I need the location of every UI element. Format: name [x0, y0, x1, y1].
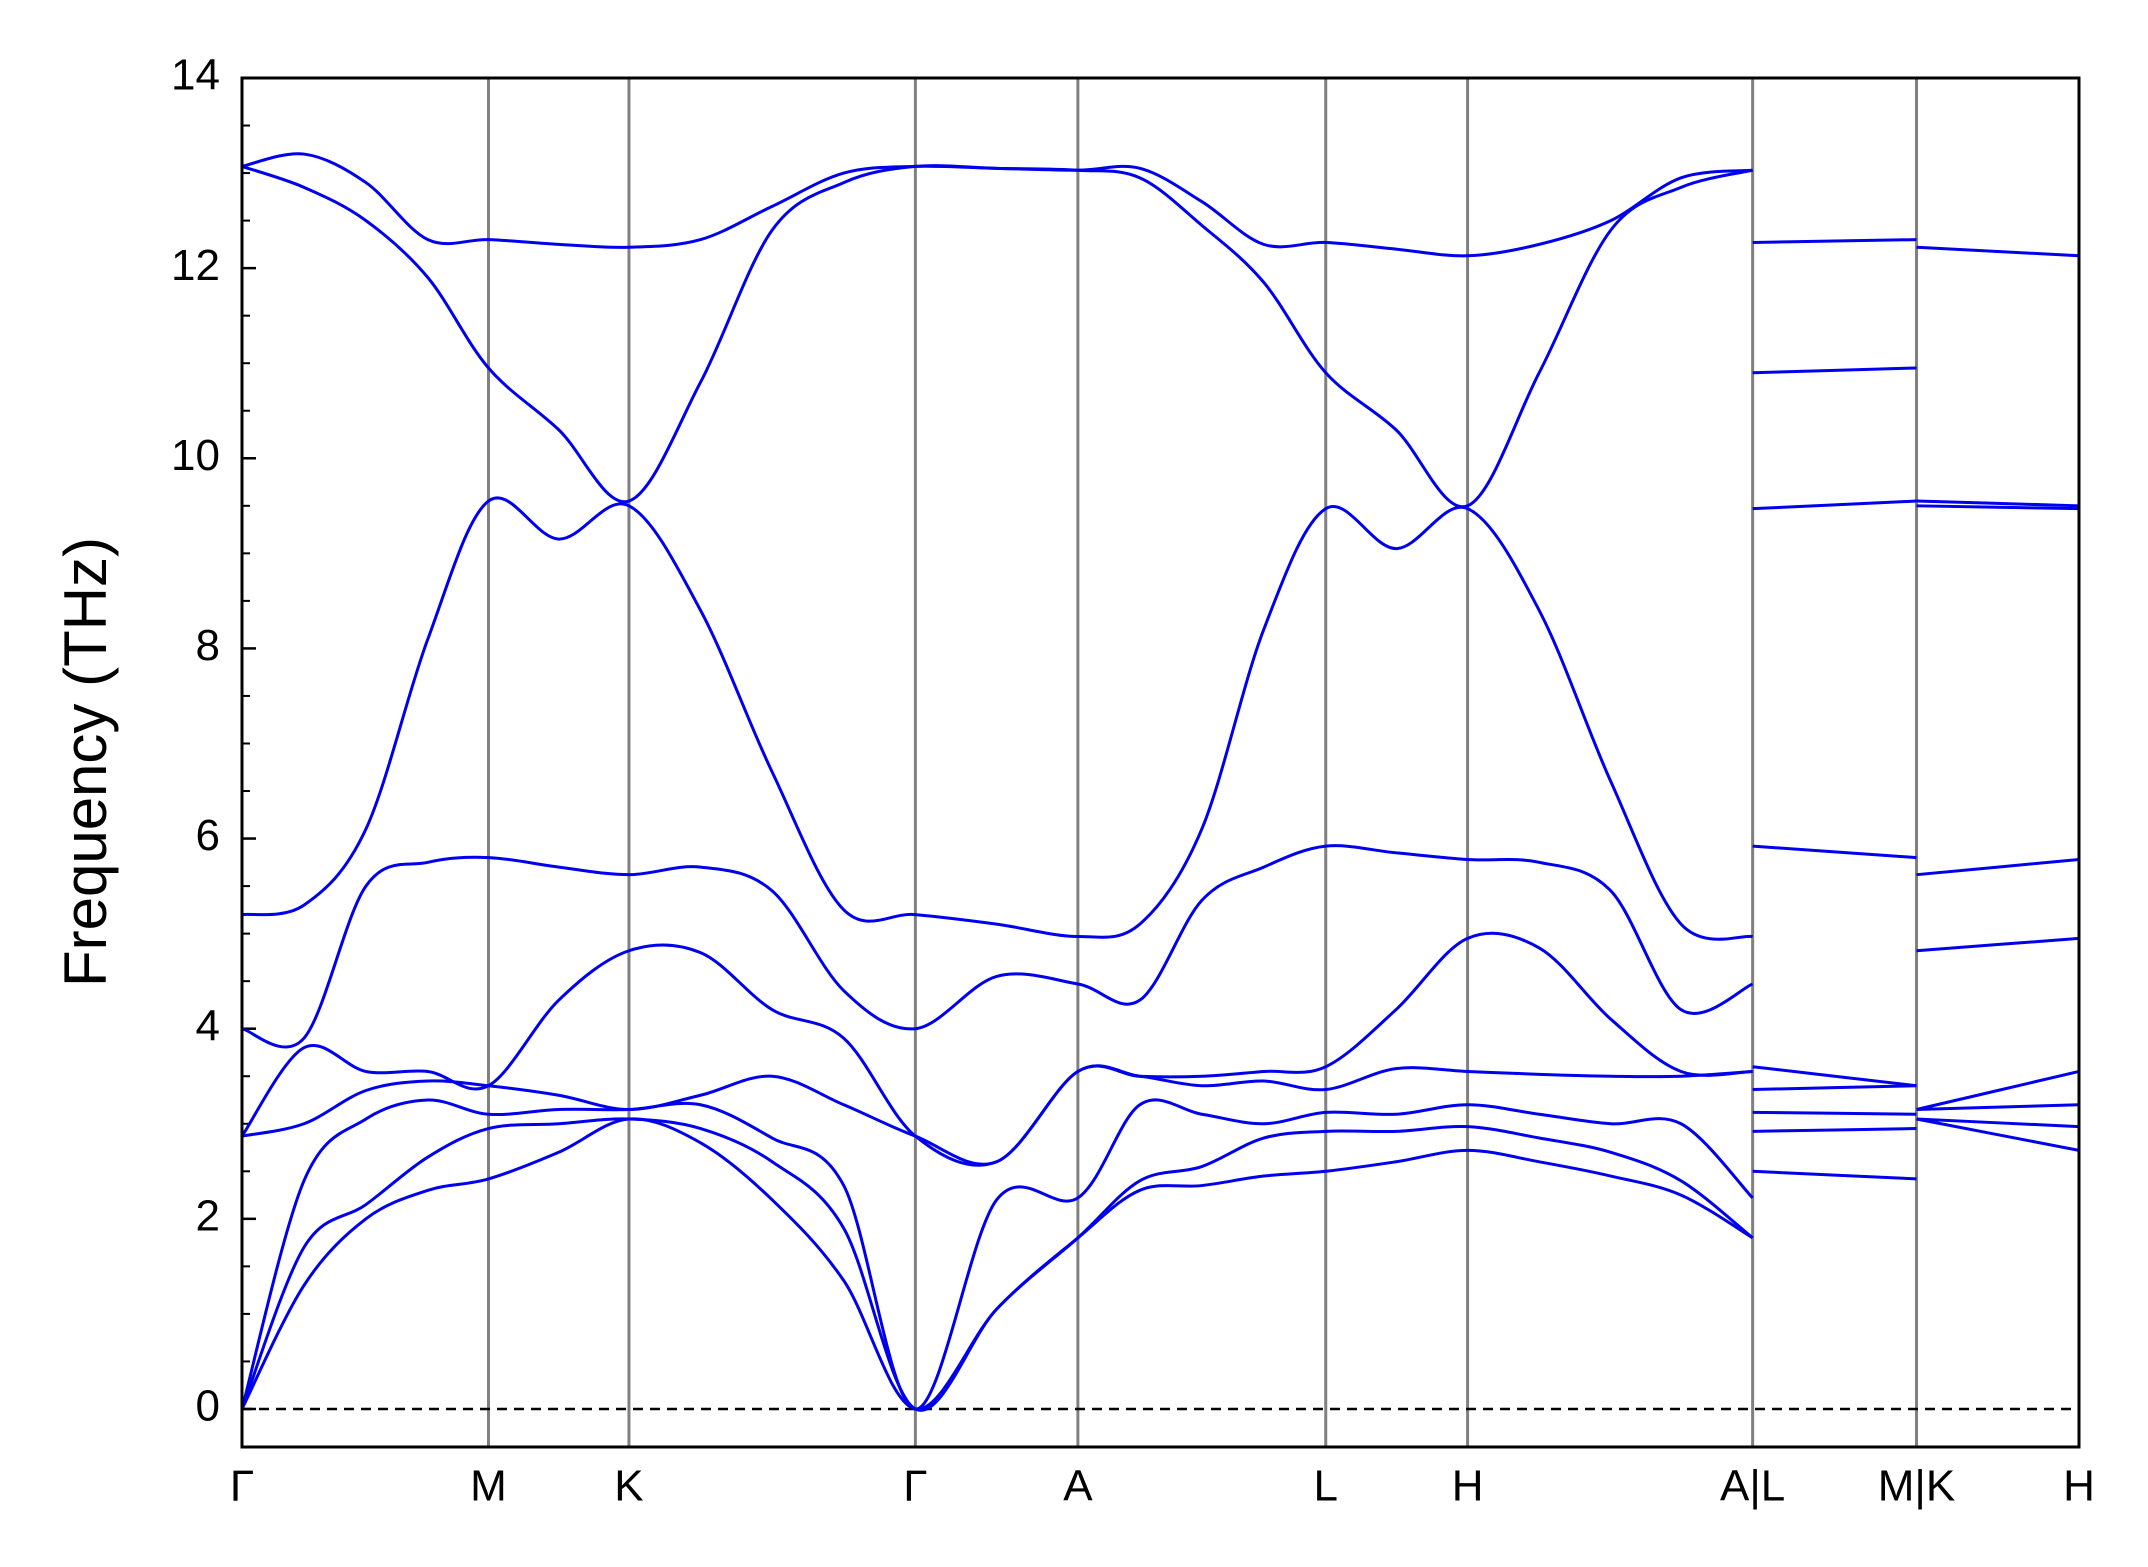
band-line [240, 931, 2080, 1167]
y-axis-label: Frequency (THz) [52, 537, 119, 987]
y-tick-label: 6 [196, 811, 220, 860]
y-tick-label: 4 [196, 1001, 220, 1050]
band-line [241, 844, 2080, 1049]
x-tick-label: A [1063, 1462, 1093, 1511]
band-line [241, 496, 2080, 941]
y-tick-label: 10 [171, 431, 220, 480]
x-tick-label: A|L [1720, 1462, 1785, 1511]
band-line [240, 1098, 2080, 1411]
x-tick-label: Γ [230, 1462, 254, 1511]
x-tick-label: L [1314, 1462, 1338, 1511]
x-tick-label: K [614, 1462, 643, 1511]
x-tick-label: H [1452, 1462, 1484, 1511]
y-tick-label: 14 [171, 51, 220, 100]
y-tick-label: 8 [196, 621, 220, 670]
x-tick-label: H [2063, 1462, 2095, 1511]
y-tick-label: 12 [171, 241, 220, 290]
band-line [241, 152, 2080, 258]
band-line [240, 1117, 2080, 1412]
plot-frame [240, 76, 2081, 1449]
x-tick-label: M|K [1878, 1462, 1955, 1511]
y-tick-label: 2 [196, 1191, 220, 1240]
x-tick-label: M [470, 1462, 507, 1511]
y-tick-label: 0 [196, 1382, 220, 1431]
x-tick-label: Γ [903, 1462, 927, 1511]
